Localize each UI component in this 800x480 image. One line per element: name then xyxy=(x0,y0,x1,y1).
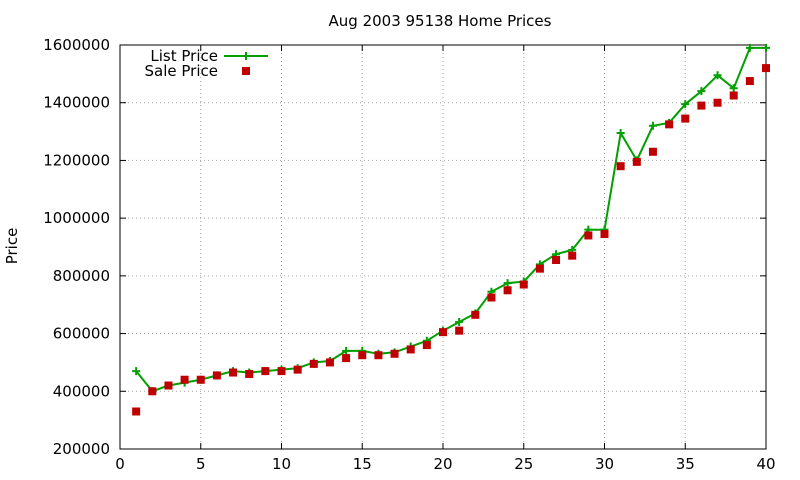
list-price-point xyxy=(455,318,464,327)
sale-price-point xyxy=(552,255,561,264)
sale-price-point xyxy=(196,375,205,384)
sale-price-point xyxy=(180,375,189,384)
x-tick-label: 0 xyxy=(115,455,125,473)
list-price-point xyxy=(697,87,706,96)
y-tick-label: 400000 xyxy=(53,382,110,400)
sale-price-point xyxy=(535,264,544,273)
sale-price-point xyxy=(325,358,334,367)
sale-price-point xyxy=(681,114,690,123)
sale-price-point xyxy=(729,91,738,100)
sale-price-point xyxy=(212,371,221,380)
sale-price-point xyxy=(422,341,431,350)
sale-price-point xyxy=(148,387,157,396)
sale-price-point xyxy=(762,64,770,73)
x-tick-label: 40 xyxy=(756,455,775,473)
list-price-point xyxy=(648,121,657,130)
sale-price-point xyxy=(245,369,254,378)
sale-price-point xyxy=(342,354,351,363)
x-tick-label: 30 xyxy=(595,455,614,473)
y-tick-label: 800000 xyxy=(53,267,110,285)
y-tick-label: 600000 xyxy=(53,325,110,343)
list-price-point xyxy=(713,71,722,80)
list-price-line xyxy=(135,46,766,393)
y-tick-label: 1400000 xyxy=(43,94,110,112)
sale-price-point xyxy=(229,368,238,377)
sale-price-point xyxy=(455,326,464,335)
series-layer xyxy=(132,43,770,416)
x-tick-label: 5 xyxy=(196,455,206,473)
list-price-point xyxy=(729,84,738,93)
sale-price-point xyxy=(519,280,528,289)
y-axis-label: Price xyxy=(3,228,21,265)
sale-price-point xyxy=(697,101,706,110)
sale-price-point xyxy=(261,367,270,376)
x-tick-label: 10 xyxy=(272,455,291,473)
legend-label-sale-price: Sale Price xyxy=(145,62,218,80)
legend-marker-sale-price xyxy=(242,67,250,75)
list-price-point xyxy=(681,100,690,109)
legend: List Price Sale Price xyxy=(145,47,268,80)
sale-price-point xyxy=(132,407,141,416)
sale-price-point xyxy=(358,351,367,360)
chart-title: Aug 2003 95138 Home Prices xyxy=(329,12,552,30)
axis-ticks: 0 5 10 15 20 25 30 35 40 200000 400000 600000 800000… xyxy=(43,36,775,473)
sale-price-point xyxy=(745,77,754,86)
sale-price-point xyxy=(632,157,641,166)
x-tick-label: 20 xyxy=(433,455,452,473)
sale-price-point xyxy=(568,251,577,260)
sale-price-point xyxy=(487,293,496,302)
sale-price-point xyxy=(600,230,609,239)
legend-label-list-price: List Price xyxy=(150,47,218,65)
list-price-point xyxy=(342,346,351,355)
sale-price-point xyxy=(713,98,722,107)
sale-price-point xyxy=(648,147,657,156)
sale-price-point xyxy=(665,120,674,129)
y-tick-label: 1600000 xyxy=(43,36,110,54)
sale-price-point xyxy=(390,349,399,358)
y-tick-label: 200000 xyxy=(53,440,110,458)
sale-price-point xyxy=(616,162,625,171)
list-price-point xyxy=(616,129,625,138)
list-price-point xyxy=(762,43,770,52)
list-price-point xyxy=(503,279,512,288)
y-tick-label: 1200000 xyxy=(43,151,110,169)
sale-price-point xyxy=(584,231,593,240)
grid xyxy=(120,45,766,449)
x-tick-label: 15 xyxy=(353,455,372,473)
list-price-point xyxy=(132,367,141,376)
sale-price-point xyxy=(309,359,318,368)
x-tick-label: 35 xyxy=(676,455,695,473)
legend-marker-list-price xyxy=(242,52,250,60)
x-tick-label: 25 xyxy=(514,455,533,473)
sale-price-point xyxy=(374,351,383,360)
sale-price-point xyxy=(503,286,512,295)
sale-price-point xyxy=(406,345,415,354)
y-tick-label: 1000000 xyxy=(43,209,110,227)
sale-price-point xyxy=(277,367,286,376)
sale-price-point xyxy=(164,381,173,390)
sale-price-point xyxy=(471,310,480,319)
sale-price-point xyxy=(439,328,447,337)
sale-price-point xyxy=(293,365,302,374)
list-price-point xyxy=(745,43,754,52)
